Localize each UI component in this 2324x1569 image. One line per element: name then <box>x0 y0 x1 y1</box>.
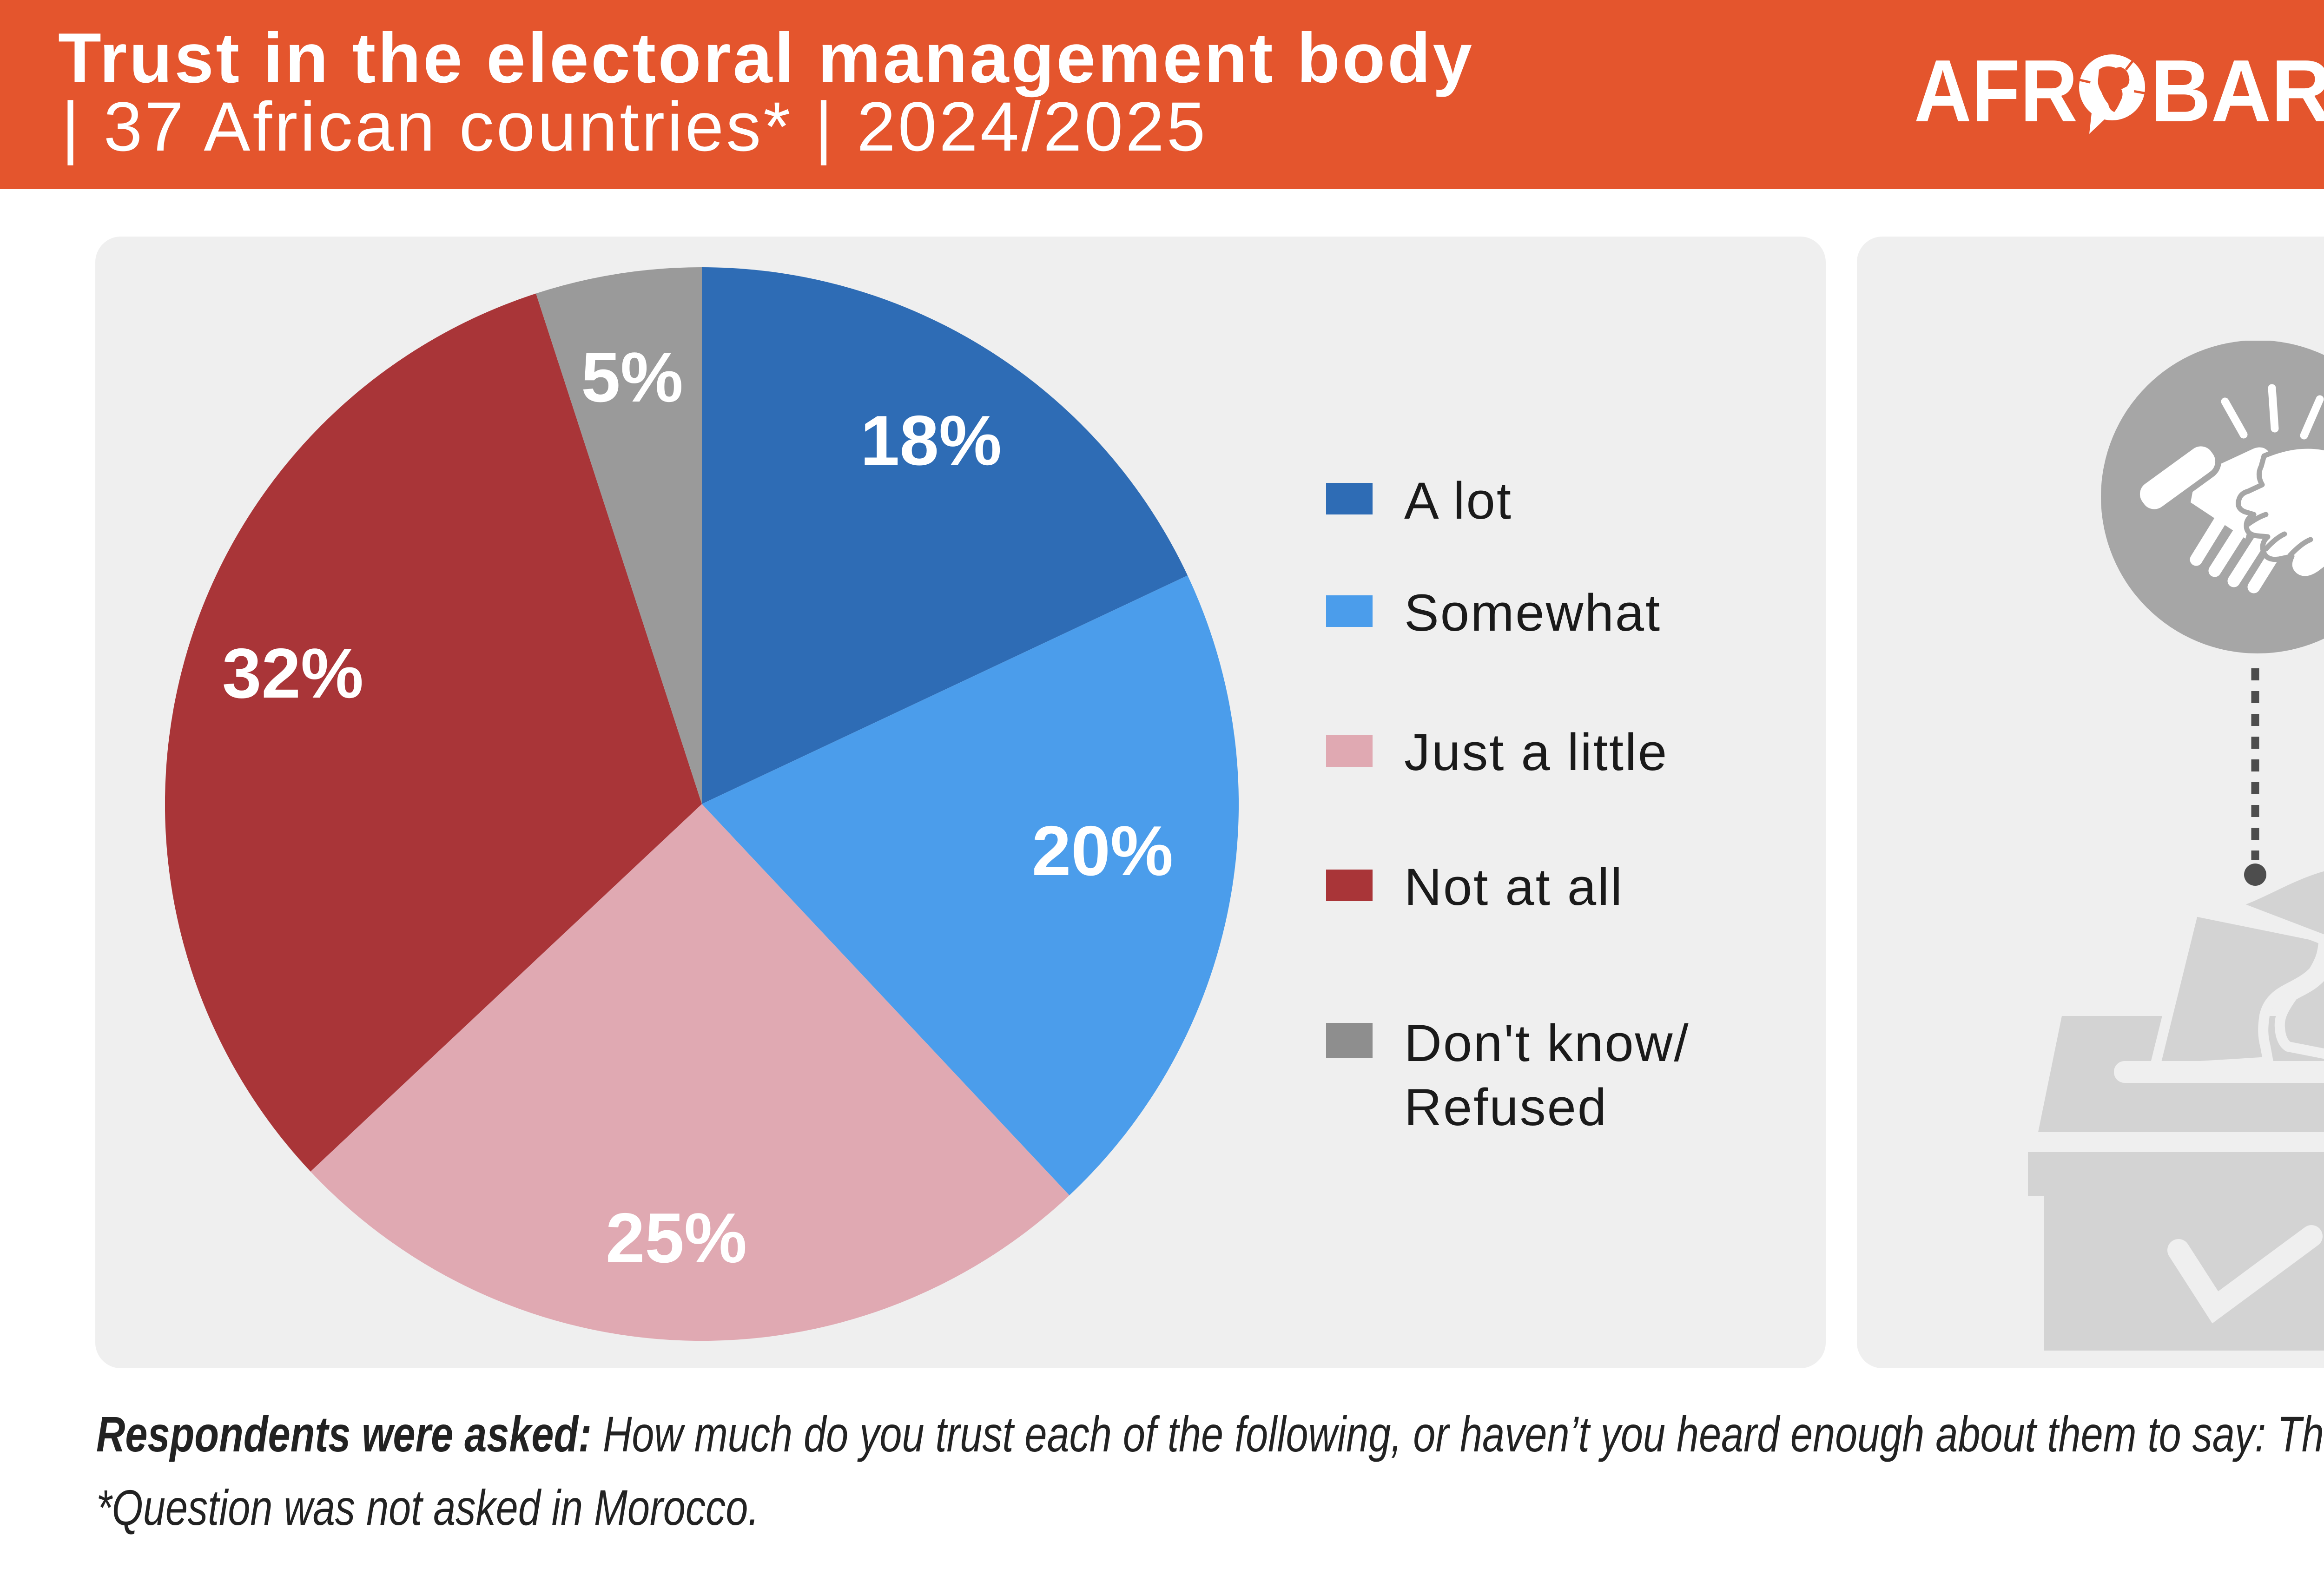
svg-text:BAROMETER: BAROMETER <box>2151 46 2324 140</box>
svg-text:AFR: AFR <box>1914 46 2078 140</box>
